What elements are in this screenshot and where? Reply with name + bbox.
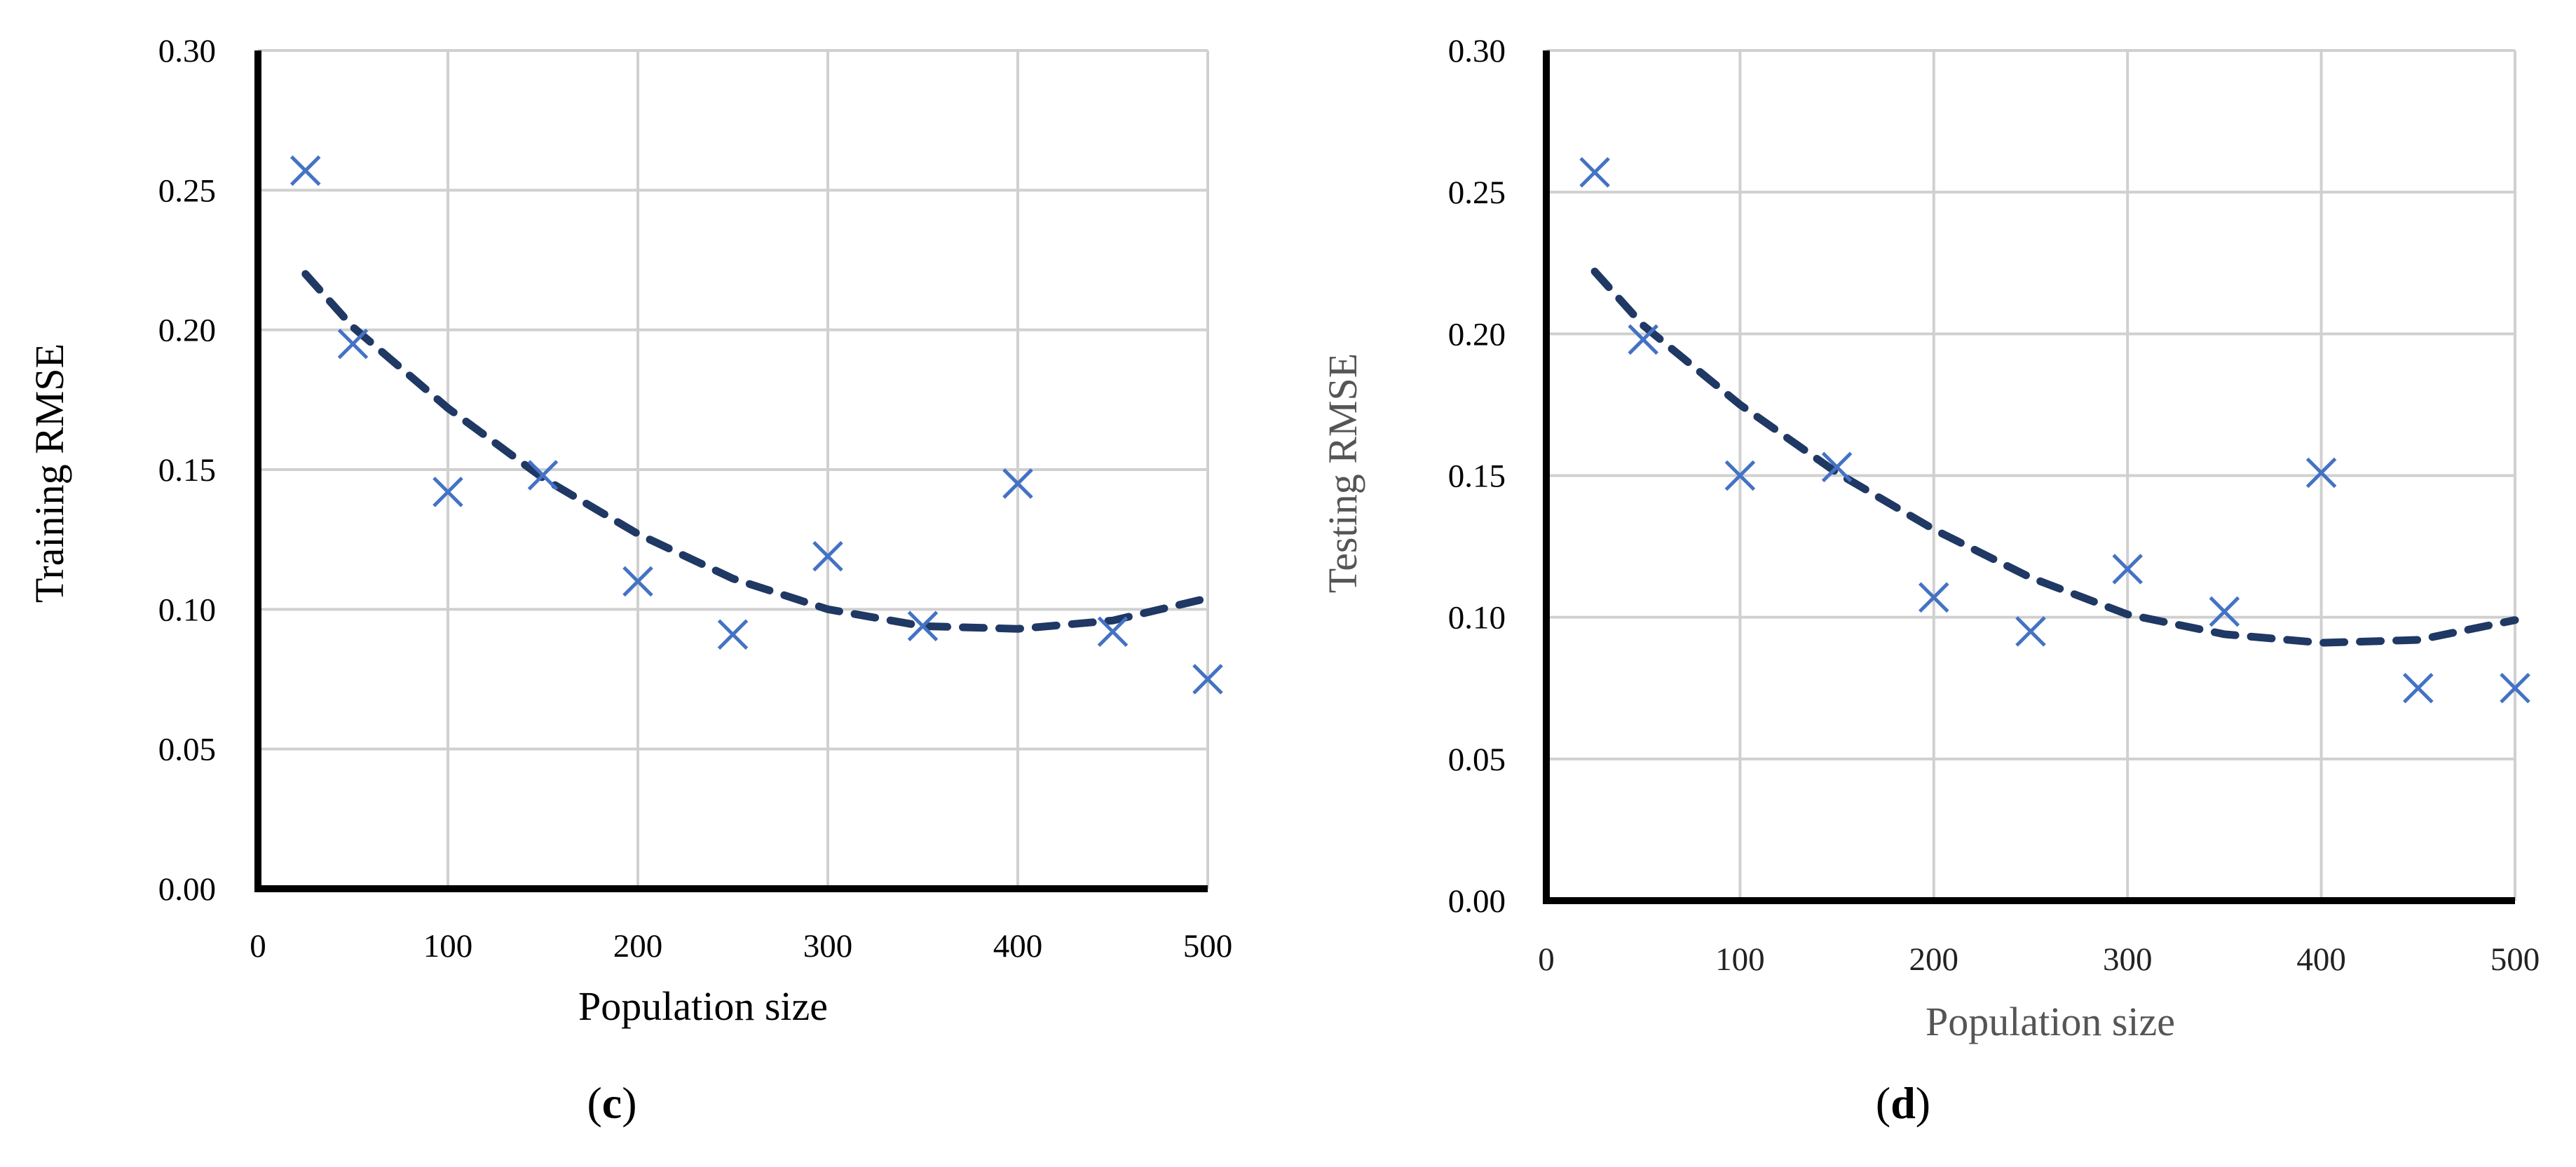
x-tick-label: 100: [423, 928, 473, 964]
y-tick-label: 0.15: [1448, 458, 1506, 495]
y-tick-label: 0.30: [158, 33, 216, 69]
x-tick-label: 400: [2296, 941, 2346, 978]
data-point-marker: [1579, 157, 1610, 188]
y-axis-title: Training RMSE: [27, 343, 72, 603]
data-point-marker: [622, 566, 653, 597]
data-point-marker: [1724, 460, 1756, 491]
x-tick-label: 500: [2490, 941, 2540, 978]
data-point-marker: [432, 477, 463, 507]
x-tick-label: 100: [1715, 941, 1765, 978]
data-point-marker: [1002, 468, 1033, 499]
caption-d: (d): [1876, 1078, 1930, 1128]
data-point-marker: [2305, 457, 2337, 489]
x-tick-label: 0: [1538, 941, 1555, 978]
y-tick-label: 0.20: [158, 313, 216, 349]
y-tick-label: 0.25: [1448, 175, 1506, 211]
data-point-marker: [1628, 324, 1658, 355]
y-tick-label: 0.20: [1448, 316, 1506, 353]
data-point-marker: [1192, 664, 1223, 695]
data-point-marker: [2015, 616, 2046, 647]
data-point-marker: [337, 328, 369, 360]
data-point-marker: [2112, 554, 2143, 585]
y-tick-label: 0.30: [1448, 33, 1506, 69]
data-point-marker: [1919, 582, 1949, 613]
y-tick-label: 0.00: [158, 871, 216, 908]
data-point-marker: [527, 460, 559, 491]
y-tick-label: 0.15: [158, 452, 216, 489]
x-tick-label: 300: [2103, 941, 2153, 978]
data-point-marker: [289, 155, 321, 186]
data-point-marker: [2209, 596, 2240, 627]
y-tick-label: 0.25: [158, 172, 216, 209]
caption-c: (c): [587, 1078, 636, 1128]
x-tick-label: 500: [1183, 928, 1233, 964]
y-tick-label: 0.00: [1448, 883, 1506, 920]
x-axis-title: Population size: [578, 983, 828, 1029]
y-axis-title: Testing RMSE: [1320, 353, 1365, 593]
data-point-marker: [907, 610, 939, 642]
data-point-marker: [812, 540, 843, 572]
chart-panel-d: 0.00 0.05 0.10 0.15 0.20 0.25 0.30 0 100 200 300 4…: [1320, 33, 2540, 1128]
caption-label: c: [602, 1078, 622, 1128]
x-tick-label: 200: [1909, 941, 1959, 978]
data-point-marker: [2500, 672, 2530, 704]
x-tick-label: 300: [803, 928, 853, 964]
data-point-marker: [1821, 451, 1853, 483]
chart-panel-c: 0.00 0.05 0.10 0.15 0.20 0.25 0.30 0 100 200 300 4…: [27, 33, 1232, 1128]
data-point-marker: [2403, 672, 2434, 704]
x-axis-title: Population size: [1926, 999, 2175, 1044]
x-tick-label: 200: [613, 928, 663, 964]
caption-label: d: [1890, 1078, 1916, 1128]
x-tick-label: 0: [250, 928, 266, 964]
y-tick-label: 0.05: [1448, 742, 1506, 778]
trendline: [1590, 267, 2519, 647]
y-tick-label: 0.05: [158, 732, 216, 768]
y-tick-label: 0.10: [158, 592, 216, 628]
data-point-marker: [717, 619, 749, 650]
y-tick-label: 0.10: [1448, 600, 1506, 636]
trendline: [301, 270, 1212, 633]
data-point-marker: [1097, 616, 1129, 647]
x-tick-label: 400: [993, 928, 1043, 964]
